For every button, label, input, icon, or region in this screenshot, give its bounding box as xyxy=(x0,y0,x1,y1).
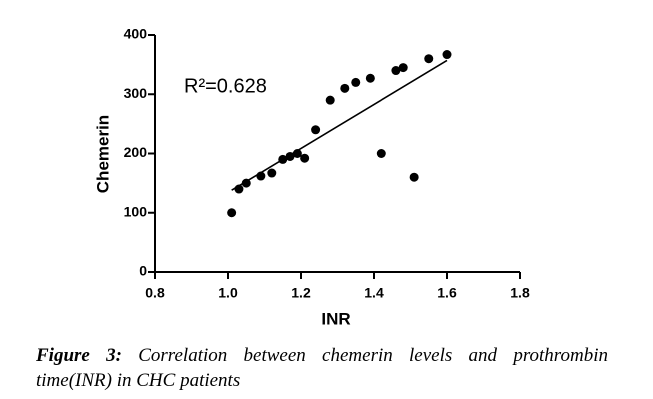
point xyxy=(398,63,408,73)
point xyxy=(351,77,361,87)
point xyxy=(300,153,310,163)
point xyxy=(365,73,375,83)
chart: INR Chemerin R²=0.628 0 100 200 300 400 0.8 1.… xyxy=(93,26,530,329)
fit-line xyxy=(231,59,448,191)
point xyxy=(391,66,401,76)
x-axis-title: INR xyxy=(321,309,350,328)
x-tick-label: 1.8 xyxy=(510,285,530,301)
x-tick-label: 1.2 xyxy=(291,285,311,301)
point xyxy=(442,50,452,60)
point xyxy=(278,154,288,164)
y-tick-label: 0 xyxy=(139,263,147,279)
x-tick-label: 1.0 xyxy=(218,285,238,301)
point xyxy=(256,171,266,181)
annotation: R²=0.628 xyxy=(184,75,267,97)
point xyxy=(234,184,244,194)
point xyxy=(292,149,302,158)
point xyxy=(267,168,277,178)
caption-text: Correlation between chemerin levels and … xyxy=(36,345,608,391)
point xyxy=(227,208,237,218)
x-tick-label: 1.6 xyxy=(437,285,457,301)
y-tick-label: 400 xyxy=(124,26,148,42)
point xyxy=(241,178,251,188)
point xyxy=(311,125,321,135)
point xyxy=(285,151,295,161)
point xyxy=(340,83,350,93)
x-tick-label: 0.8 xyxy=(145,285,165,301)
point xyxy=(424,54,434,64)
caption: Figure 3: Correlation between chemerin l… xyxy=(36,343,608,393)
y-tick-label: 200 xyxy=(124,144,148,160)
x-tick-label: 1.4 xyxy=(364,285,384,301)
point xyxy=(325,95,335,105)
y-tick-label: 100 xyxy=(124,203,148,219)
point xyxy=(409,172,419,182)
y-axis-title: Chemerin xyxy=(93,115,112,193)
caption-label: Figure 3: xyxy=(36,345,122,366)
y-tick-label: 300 xyxy=(124,85,148,101)
point xyxy=(376,149,386,158)
